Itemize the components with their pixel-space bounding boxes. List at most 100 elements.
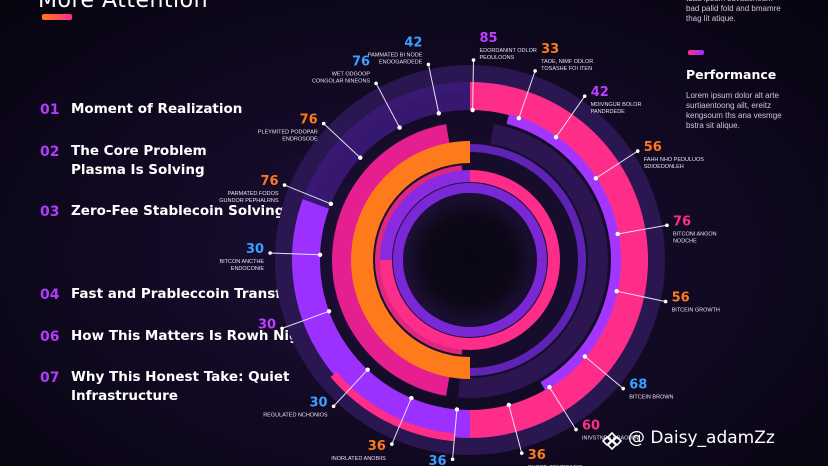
- list-item-number: 02: [40, 144, 60, 160]
- callout-label: GUNDOR PEPHALRNS: [219, 198, 279, 204]
- list-item-label: Zero-Fee Stablecoin Solving: [71, 203, 285, 219]
- callout-dot: [582, 354, 588, 359]
- callout-dot: [331, 404, 336, 409]
- callout-line: [616, 290, 666, 303]
- callout-label: BITCEIN GROWTH: [672, 308, 720, 314]
- callout-dot: [574, 427, 578, 432]
- list-item-label: Fast and Prableccoin Transfers: [71, 286, 306, 302]
- callout-label: PEOULOONS: [479, 55, 514, 61]
- orange-half-ring: [351, 141, 471, 379]
- callout-value: 56: [644, 140, 662, 155]
- list-item-number: 07: [40, 370, 60, 386]
- callout-label: PARMATED FODOS: [228, 191, 279, 197]
- list-item-number: 04: [40, 287, 60, 303]
- watermark: @ Daisy_adamZz: [628, 428, 775, 448]
- callout-label: BITCON ANCTHE: [219, 259, 264, 265]
- callout-line: [595, 150, 639, 179]
- callout-dot: [454, 407, 460, 412]
- callout-dot: [615, 231, 620, 237]
- callout-line: [518, 70, 536, 119]
- callout-value: 60: [582, 419, 600, 434]
- callout-label: TAOE, NIMF ODLOR: [541, 59, 593, 65]
- callout-dot: [533, 69, 537, 73]
- performance-accent-bar: [688, 50, 704, 55]
- callout-label: TOSASHE FOI ITEN: [541, 66, 592, 72]
- callout-label: NODCHE: [673, 238, 697, 244]
- callout-line: [284, 184, 332, 205]
- callout-value: 36: [428, 454, 446, 466]
- list-item-label: Moment of Realization: [71, 101, 243, 117]
- callout-line: [472, 60, 474, 111]
- callout-value: 36: [368, 439, 386, 454]
- list-item-number: 01: [40, 102, 60, 118]
- callout-label: BITCONI ANGON: [673, 231, 717, 237]
- callout-label: INORLATED ANOBIIS: [331, 456, 386, 462]
- callout: 30 REGULATED NCHONIOS: [263, 367, 370, 418]
- callout-label: PAMMATED BI NODE: [368, 52, 423, 58]
- callout-dot: [614, 288, 619, 294]
- callout-label: FAHH NHO PEDULUOS: [644, 157, 705, 163]
- callout-line: [584, 356, 624, 389]
- callout-value: 33: [541, 42, 559, 57]
- outer-ring-pink-segment: [469, 82, 648, 438]
- callout-value: 76: [673, 214, 691, 229]
- callout-line: [549, 386, 577, 430]
- performance-title: Performance: [686, 67, 777, 82]
- callout-dot: [321, 121, 326, 126]
- callout-dot: [582, 94, 587, 98]
- callout-dot: [426, 62, 431, 67]
- callout-dot: [519, 451, 524, 455]
- center-circle: [406, 196, 534, 324]
- outer-ring-accent-band: [330, 371, 455, 442]
- callout: 56 BITCEIN GROWTH: [614, 288, 720, 314]
- callout-dot: [621, 386, 626, 391]
- intro-text: tdaa ipsum suvaacheum bad palid fold and…: [686, 0, 781, 23]
- callout-dot: [436, 111, 442, 116]
- list-item-label: Why This Honest Take: Quiet Infrastructu…: [71, 369, 290, 404]
- callout-line: [427, 64, 440, 114]
- callout-label: ENDOCONIE: [231, 266, 265, 272]
- callout-label: WET ODGOOP: [332, 71, 371, 77]
- callout-line: [333, 369, 369, 407]
- middle-ring-violet-band: [469, 144, 586, 376]
- callout-dot: [593, 176, 599, 181]
- title-accent-bar: [42, 14, 72, 20]
- callout-dot: [317, 252, 323, 257]
- callout-line: [375, 83, 401, 128]
- rings: [275, 65, 665, 455]
- list-item-number: 03: [40, 204, 60, 220]
- middle-ring-magenta-segment: [332, 124, 450, 396]
- callout-value: 30: [258, 317, 276, 332]
- callout-label: BITCEIN BROWN: [629, 395, 673, 401]
- list-item-label: The Core Problem Plasma Is Solving: [71, 143, 207, 178]
- callout-value: 42: [591, 85, 609, 100]
- callout-dot: [450, 457, 455, 462]
- callout-dot: [409, 395, 414, 401]
- callout-value: 76: [260, 174, 278, 189]
- outer-ring-purple-segment: [292, 199, 471, 438]
- page-title: More Attention: [38, 0, 209, 13]
- list-item-number: 06: [40, 329, 60, 345]
- outer-ring-dark-segment: [302, 82, 471, 209]
- callout-dot: [326, 309, 332, 314]
- callout-label: PANDRDEDE: [591, 109, 625, 115]
- callout-line: [617, 224, 668, 235]
- callout-value: 56: [672, 291, 690, 306]
- outer-halo-ring: [275, 65, 665, 455]
- callout-value: 36: [528, 448, 546, 463]
- callout-dot: [328, 201, 334, 207]
- callout-label: PLEYMITED PODOPAR: [258, 130, 318, 136]
- callout-dot: [282, 183, 287, 187]
- callout-dot: [553, 134, 559, 140]
- callout-label: CONGOLAR NINEONS: [312, 78, 370, 84]
- callout-label: ENDROSODE: [282, 137, 318, 143]
- callout-dot: [663, 299, 668, 304]
